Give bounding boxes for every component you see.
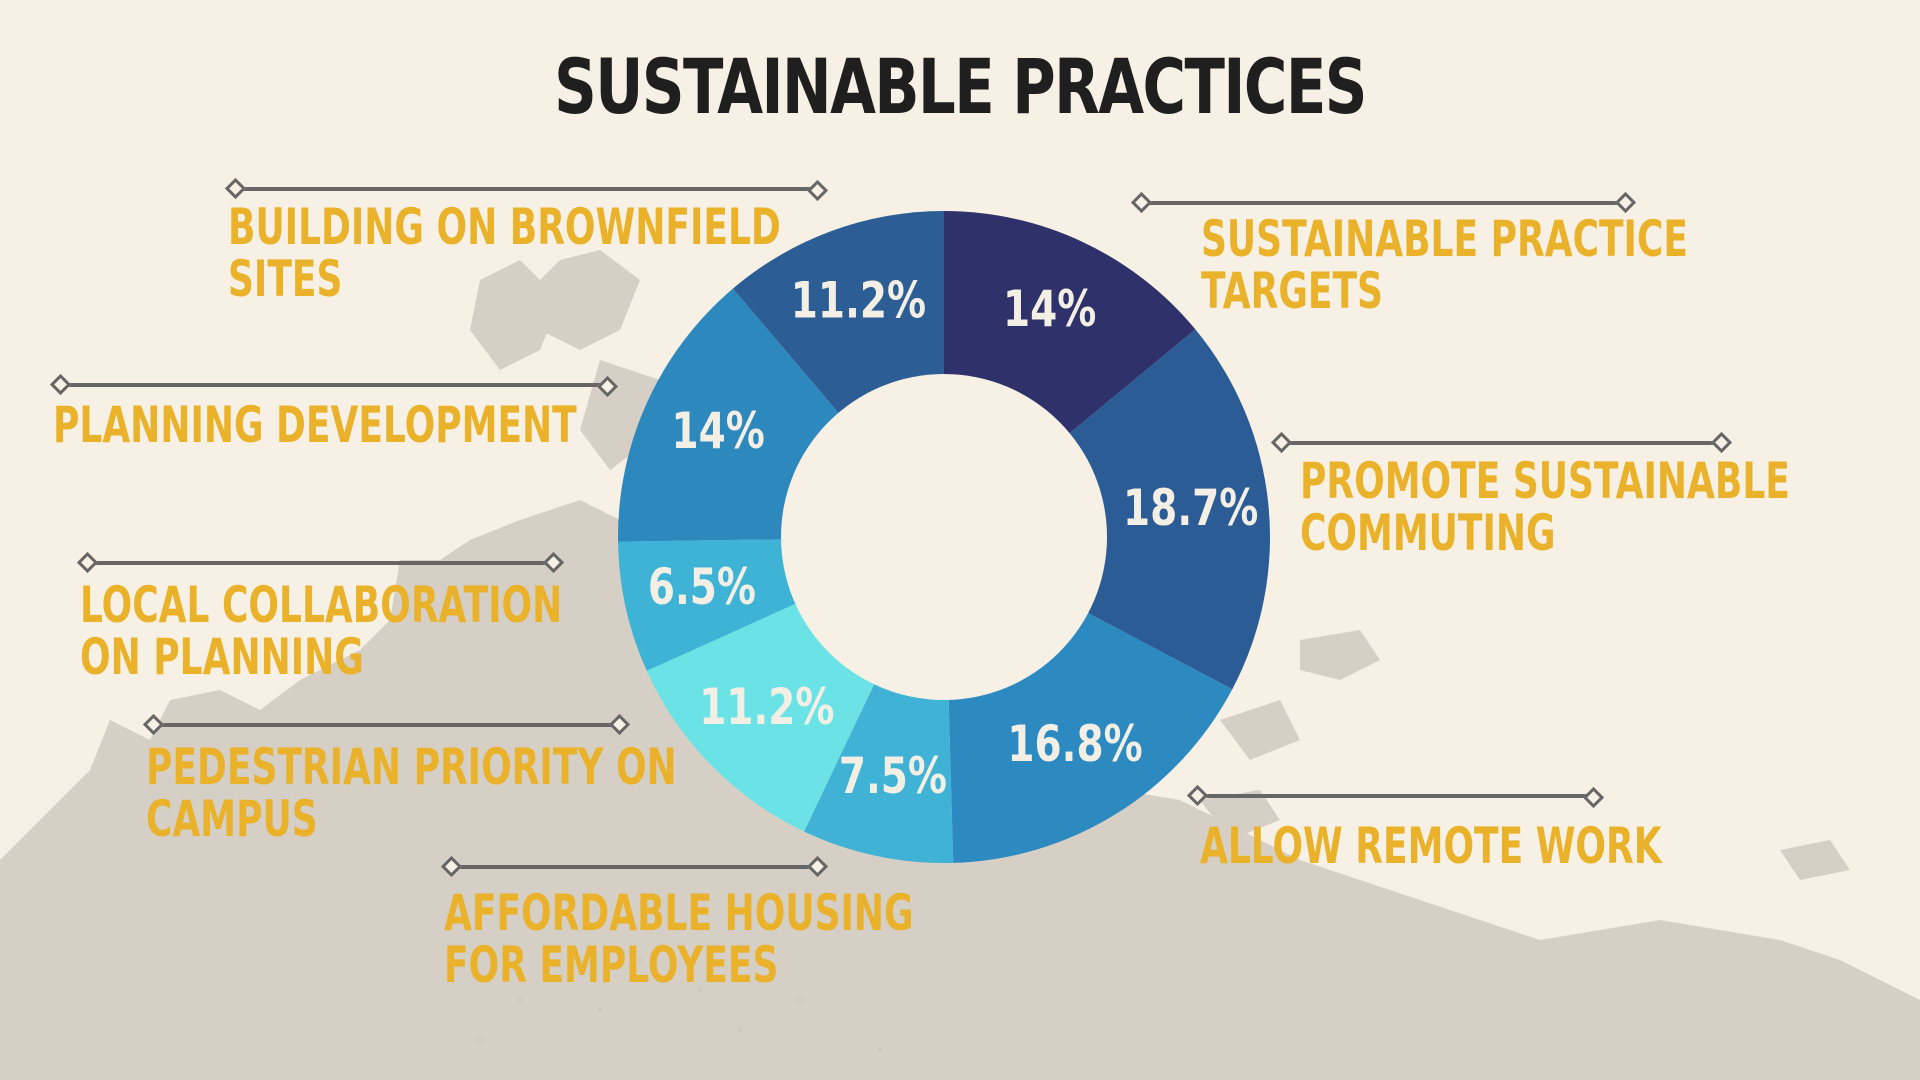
connector-line [154, 723, 624, 727]
donut-slice [944, 329, 1271, 690]
slice-labels: 14%18.7%16.8%7.5%11.2%6.5%14%11.2% [648, 271, 1259, 806]
connector-line [1142, 201, 1630, 205]
callout-label: ALLOW REMOTE WORK [1200, 817, 1662, 875]
donut-hole [781, 374, 1107, 700]
slice-value-label: 11.2% [791, 271, 926, 330]
slice-value-label: 14% [672, 401, 765, 460]
callout-label: PROMOTE SUSTAINABLE COMMUTING [1300, 452, 1790, 562]
connector-line [88, 561, 552, 565]
callout-label: LOCAL COLLABORATION ON PLANNING [80, 576, 563, 686]
callout-label: PEDESTRIAN PRIORITY ON CAMPUS [146, 738, 677, 848]
connector-line [61, 383, 611, 387]
connector-line [1282, 441, 1726, 445]
callout-label: SUSTAINABLE PRACTICE TARGETS [1201, 210, 1688, 320]
slice-value-label: 18.7% [1123, 478, 1258, 537]
callout-label: BUILDING ON BROWNFIELD SITES [228, 198, 781, 308]
connector-line [1198, 794, 1598, 798]
slice-value-label: 6.5% [648, 557, 756, 616]
callout-label: PLANNING DEVELOPMENT [53, 396, 577, 454]
chart-title: SUSTAINABLE PRACTICES [554, 42, 1367, 131]
connector-line [236, 187, 824, 191]
slice-value-label: 11.2% [699, 677, 834, 736]
slice-value-label: 14% [1003, 279, 1096, 338]
callout-label: AFFORDABLE HOUSING FOR EMPLOYEES [444, 884, 914, 994]
connector-line [452, 865, 822, 869]
slice-value-label: 16.8% [1007, 714, 1142, 773]
slice-value-label: 7.5% [839, 746, 947, 805]
